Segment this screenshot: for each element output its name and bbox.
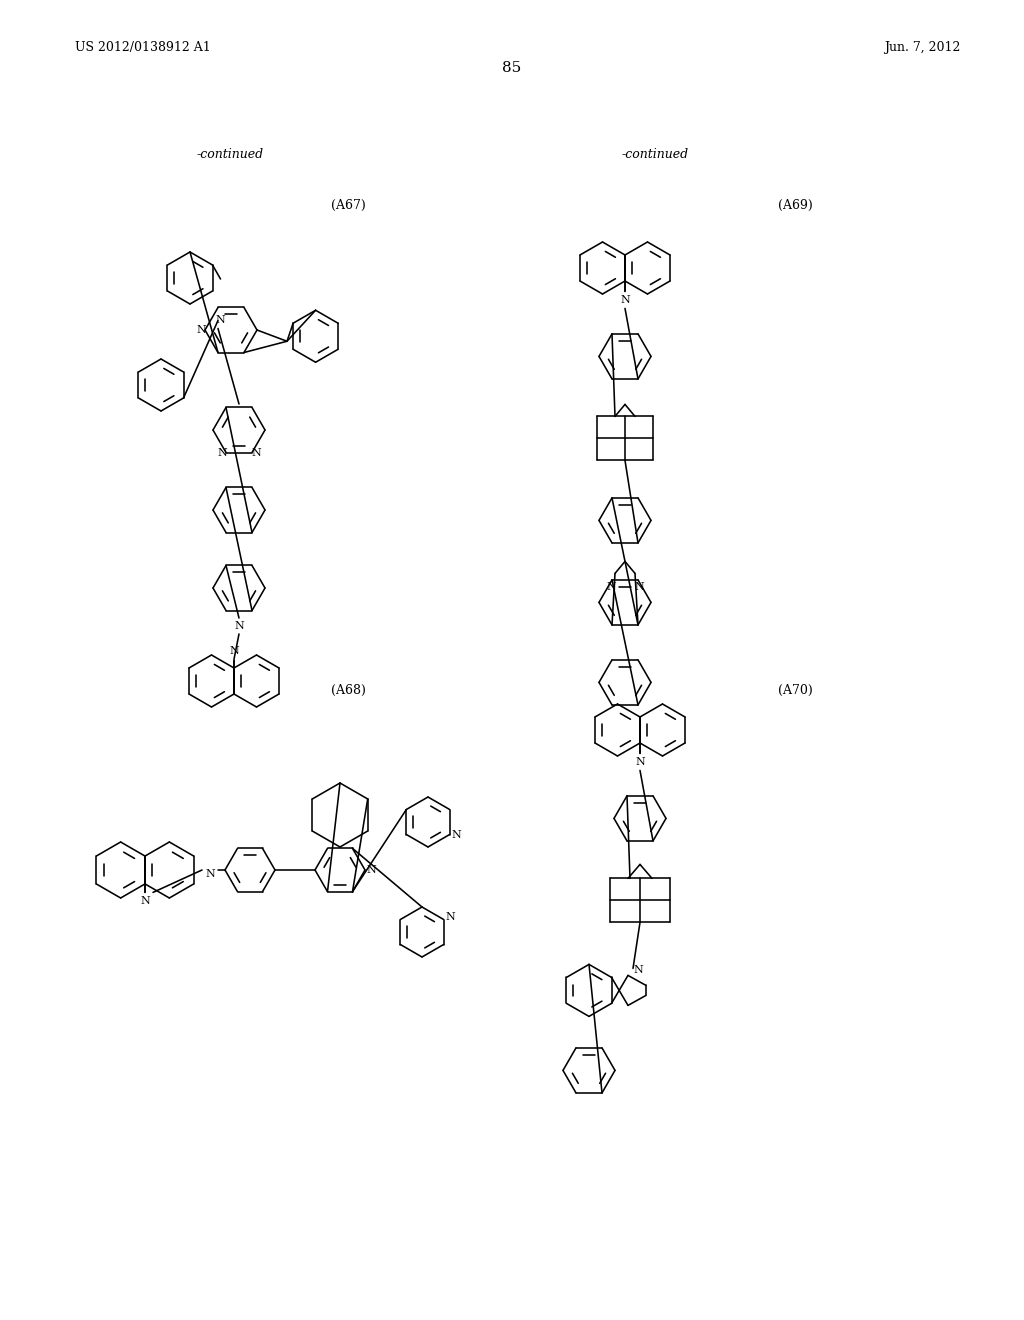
Text: US 2012/0138912 A1: US 2012/0138912 A1 [75,41,211,54]
Text: N: N [621,296,630,305]
Text: Jun. 7, 2012: Jun. 7, 2012 [884,41,961,54]
Text: N: N [606,582,615,591]
Text: N: N [140,896,150,907]
Text: N: N [217,447,227,458]
Text: N: N [635,758,645,767]
Text: N: N [215,315,225,326]
Text: (A69): (A69) [777,198,812,211]
Text: N: N [367,865,376,875]
Text: N: N [251,447,261,458]
Text: (A68): (A68) [331,684,366,697]
Text: N: N [633,965,643,975]
Text: N: N [197,325,206,335]
Text: N: N [452,829,462,840]
Text: -continued: -continued [197,149,263,161]
Text: N: N [234,620,244,631]
Text: -continued: -continued [622,149,688,161]
Text: (A67): (A67) [331,198,366,211]
Text: N: N [445,912,456,921]
Text: N: N [205,869,215,879]
Text: N: N [634,582,644,591]
Text: 85: 85 [503,61,521,75]
Text: N: N [229,647,239,656]
Text: (A70): (A70) [777,684,812,697]
